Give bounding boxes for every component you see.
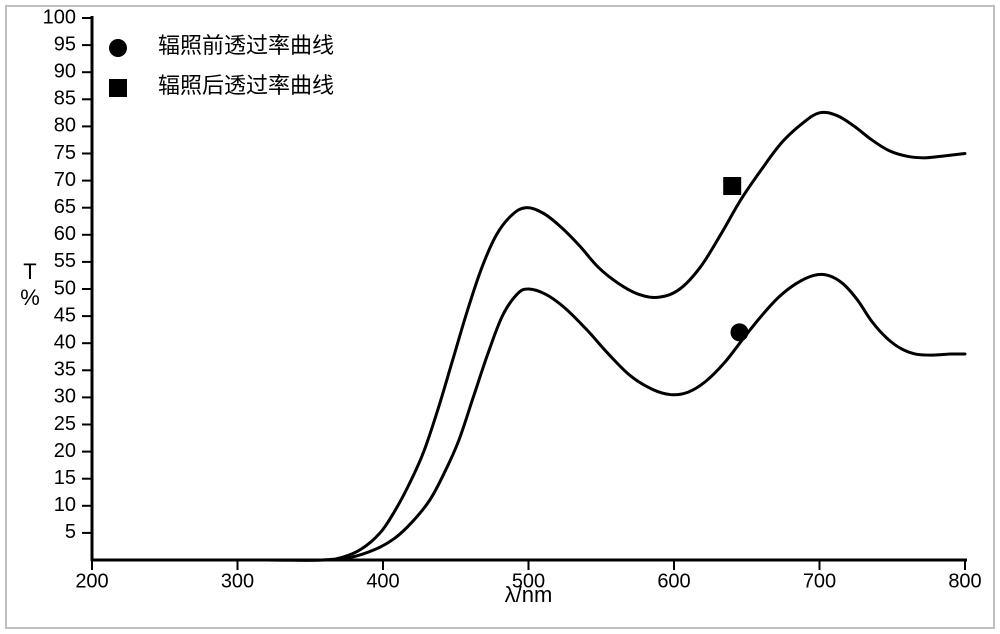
y-tick-label: 5 [65, 521, 76, 543]
series-before [92, 274, 965, 560]
marker-square [723, 177, 741, 195]
y-tick-label: 45 [54, 304, 76, 326]
y-tick-label: 90 [54, 60, 76, 82]
x-axis-label: λ/nm [505, 582, 553, 607]
y-axis-label: % [20, 285, 40, 310]
marker-circle [730, 323, 748, 341]
y-tick-label: 65 [54, 196, 76, 218]
x-tick-label: 400 [366, 571, 399, 593]
x-tick-label: 600 [657, 571, 690, 593]
y-tick-label: 100 [43, 6, 76, 28]
x-tick-label: 300 [221, 571, 254, 593]
y-tick-label: 25 [54, 413, 76, 435]
y-tick-label: 80 [54, 115, 76, 137]
y-tick-label: 70 [54, 169, 76, 191]
legend-label: 辐照前透过率曲线 [158, 33, 334, 58]
y-tick-label: 85 [54, 88, 76, 110]
y-tick-label: 55 [54, 250, 76, 272]
legend-circle-icon [109, 39, 127, 57]
legend-square-icon [109, 79, 127, 97]
y-tick-label: 35 [54, 359, 76, 381]
y-tick-label: 30 [54, 386, 76, 408]
legend-label: 辐照后透过率曲线 [158, 73, 334, 98]
series-after [92, 112, 965, 560]
y-tick-label: 50 [54, 277, 76, 299]
y-axis-label: T [23, 259, 36, 284]
x-tick-label: 200 [75, 571, 108, 593]
y-tick-label: 60 [54, 223, 76, 245]
x-tick-label: 800 [948, 571, 981, 593]
transmittance-chart: 5 10 15 20 25 30 35 40 45 50 55 60 65 70 75 80 85 90 95 100… [0, 0, 1000, 634]
y-tick-label: 40 [54, 331, 76, 353]
x-tick-label: 700 [803, 571, 836, 593]
y-tick-label: 95 [54, 33, 76, 55]
y-tick-label: 75 [54, 142, 76, 164]
y-tick-label: 10 [54, 494, 76, 516]
y-tick-label: 20 [54, 440, 76, 462]
chart-svg: 5 10 15 20 25 30 35 40 45 50 55 60 65 70 75 80 85 90 95 100… [0, 0, 1000, 634]
y-tick-label: 15 [54, 467, 76, 489]
